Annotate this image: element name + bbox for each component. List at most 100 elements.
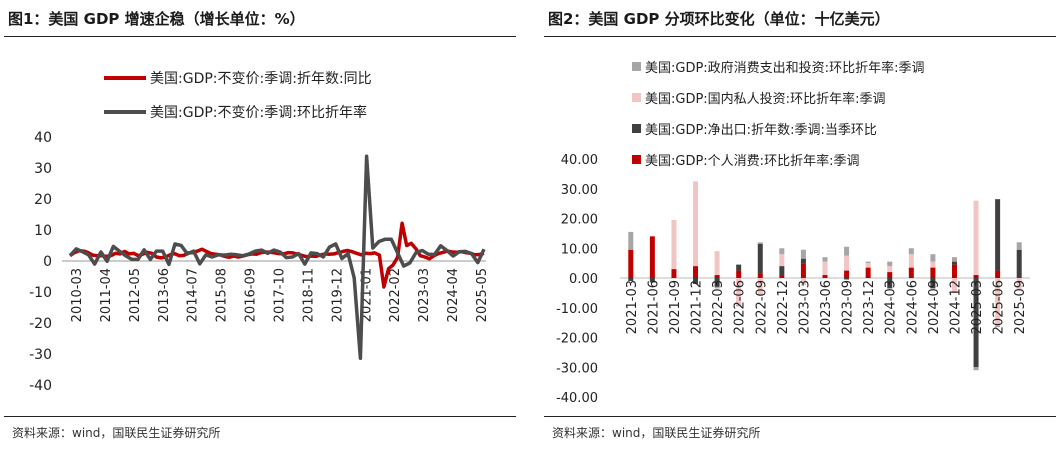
chart1-x-tick-label: 2025-05 xyxy=(475,268,490,322)
chart2-bar-segment xyxy=(973,278,979,368)
chart2-title: 图2：美国 GDP 分项环比变化（单位：十亿美元） xyxy=(548,10,890,28)
chart1-y-tick-label: 10 xyxy=(34,223,52,239)
chart2-bar-segment xyxy=(951,261,957,265)
chart2-x-tick-label: 2023-09 xyxy=(841,280,856,334)
chart1-y-tick-label: 0 xyxy=(43,254,52,270)
chart1-y-tick-label: -30 xyxy=(29,347,52,363)
chart2-bar-segment xyxy=(865,261,871,264)
chart2-bar-segment xyxy=(671,269,677,278)
chart1-y-tick-label: -40 xyxy=(29,378,52,394)
chart1-legend-label: 美国:GDP:不变价:季调:折年数:同比 xyxy=(150,71,372,87)
chart2-bar-segment xyxy=(736,264,742,271)
chart2-bar-segment xyxy=(757,242,763,244)
chart2-x-tick-label: 2023-12 xyxy=(862,280,877,334)
chart2-bar-segment xyxy=(973,275,979,278)
chart2-x-tick-label: 2024-09 xyxy=(927,280,942,334)
chart2-bar-segment xyxy=(887,272,893,278)
chart2-bar-segment xyxy=(800,263,806,278)
chart2-bar-segment xyxy=(757,243,763,274)
chart2-bar-segment xyxy=(951,264,957,278)
chart2-bar-segment xyxy=(822,275,828,278)
chart2-x-tick-label: 2025-06 xyxy=(992,280,1007,334)
chart2-legend-swatch xyxy=(632,62,641,71)
chart2-bar-segment xyxy=(887,261,893,267)
chart2-bar-segment xyxy=(649,278,655,283)
chart2-bar-segment xyxy=(1016,242,1022,250)
chart2-bar-segment xyxy=(995,325,1001,328)
chart2-x-tick-label: 2022-12 xyxy=(776,280,791,334)
chart1-x-tick-label: 2013-06 xyxy=(157,268,172,322)
chart2-bar-segment xyxy=(908,248,914,255)
chart2-bar-segment xyxy=(951,278,957,293)
chart2-x-tick-label: 2023-06 xyxy=(819,280,834,334)
chart1-x-tick-label: 2015-08 xyxy=(215,268,230,322)
chart2-bar-segment xyxy=(930,261,936,268)
chart2-y-tick-label: 40.00 xyxy=(561,153,598,168)
chart2-bar-segment xyxy=(714,251,720,276)
chart2-x-tick-label: 2021-03 xyxy=(625,280,640,334)
chart1-y-tick-label: 20 xyxy=(34,192,52,208)
chart2-bar-segment xyxy=(844,278,850,280)
chart2-bar-segment xyxy=(736,304,742,307)
chart2-bar-segment xyxy=(693,266,699,278)
chart1-bottom-rule xyxy=(4,416,516,417)
chart2-x-tick-label: 2021-12 xyxy=(690,280,705,334)
chart1-y-tick-label: 30 xyxy=(34,161,52,177)
chart2-bar-segment xyxy=(714,286,720,289)
chart2-bar-segment xyxy=(736,278,742,305)
chart2-x-tick-label: 2021-09 xyxy=(668,280,683,334)
chart2-bar-segment xyxy=(693,181,699,267)
chart2-bar-segment xyxy=(930,278,936,289)
chart2-bar-segment xyxy=(779,266,785,276)
chart1-top-rule xyxy=(4,36,516,37)
chart1-series-qoq-line xyxy=(68,154,486,361)
chart1-x-tick-label: 2010-03 xyxy=(70,268,85,322)
chart2-bar-segment xyxy=(779,254,785,267)
chart1-title: 图1：美国 GDP 增速企稳（增长单位：%） xyxy=(8,10,305,28)
chart2-bar-segment xyxy=(930,267,936,278)
chart2-x-tick-label: 2022-09 xyxy=(754,280,769,334)
chart2-bar-segment xyxy=(649,236,655,278)
chart1-x-tick-label: 2018-11 xyxy=(301,268,316,322)
chart2-bar-segment xyxy=(865,267,871,278)
chart2-bar-segment xyxy=(628,278,634,281)
chart2-bar-segment xyxy=(887,278,893,289)
chart2-bar-segment xyxy=(779,248,785,255)
chart1-x-tick-label: 2012-05 xyxy=(128,268,143,322)
chart2-bar-segment xyxy=(865,263,871,268)
chart2-bar-segment xyxy=(1016,278,1022,290)
chart2-x-tick-label: 2021-06 xyxy=(646,280,661,334)
chart2-y-tick-label: -40.00 xyxy=(556,391,598,406)
chart2-bar-segment xyxy=(779,275,785,278)
chart2-y-tick-label: -10.00 xyxy=(556,302,598,317)
chart2-legend-label: 美国:GDP:国内私人投资:环比折年率:季调 xyxy=(645,91,885,107)
chart2-bar-segment xyxy=(757,278,763,296)
chart1-y-tick-label: 40 xyxy=(34,130,52,146)
chart2-legend-swatch xyxy=(632,93,641,102)
chart2-legend-swatch xyxy=(632,124,641,133)
chart1-x-tick-label: 2011-04 xyxy=(99,268,114,322)
chart2-x-tick-label: 2025-03 xyxy=(970,280,985,334)
chart1-x-tick-label: 2023-03 xyxy=(417,268,432,322)
chart2-legend-label: 美国:GDP:个人消费:环比折年率:季调 xyxy=(645,153,859,169)
chart2-bar-segment xyxy=(1016,249,1022,278)
chart2-x-tick-label: 2022-06 xyxy=(733,280,748,334)
chart1-x-tick-label: 2019-12 xyxy=(330,268,345,322)
chart1-y-tick-label: -10 xyxy=(29,285,52,301)
chart2-legend-label: 美国:GDP:政府消费支出和投资:环比折年率:季调 xyxy=(645,60,924,76)
chart2-x-tick-label: 2023-03 xyxy=(797,280,812,334)
chart1-legend-label: 美国:GDP:不变价:季调:环比折年率 xyxy=(150,104,367,121)
chart1-x-tick-label: 2017-10 xyxy=(273,268,288,322)
chart2-bar-segment xyxy=(693,278,699,284)
chart2-bar-segment xyxy=(951,257,957,262)
chart2-bar-segment xyxy=(995,199,1001,271)
chart2-bar-segment xyxy=(908,267,914,278)
chart2-bar-segment xyxy=(800,258,806,264)
chart1-source: 资料来源：wind，国联民生证券研究所 xyxy=(12,426,221,440)
chart2-bar-segment xyxy=(714,275,720,278)
chart2-top-rule xyxy=(544,36,1056,37)
chart1-svg: 40 30 20 10 0 -10 -20 -30 -40 2010-03 2011-04 2012-… xyxy=(29,71,490,394)
gdp-components-panel: 图2：美国 GDP 分项环比变化（单位：十亿美元） 40.00 30.00 20.0… xyxy=(540,0,1060,459)
chart2-bar-segment xyxy=(736,270,742,278)
chart2-source: 资料来源：wind，国联民生证券研究所 xyxy=(552,426,761,440)
